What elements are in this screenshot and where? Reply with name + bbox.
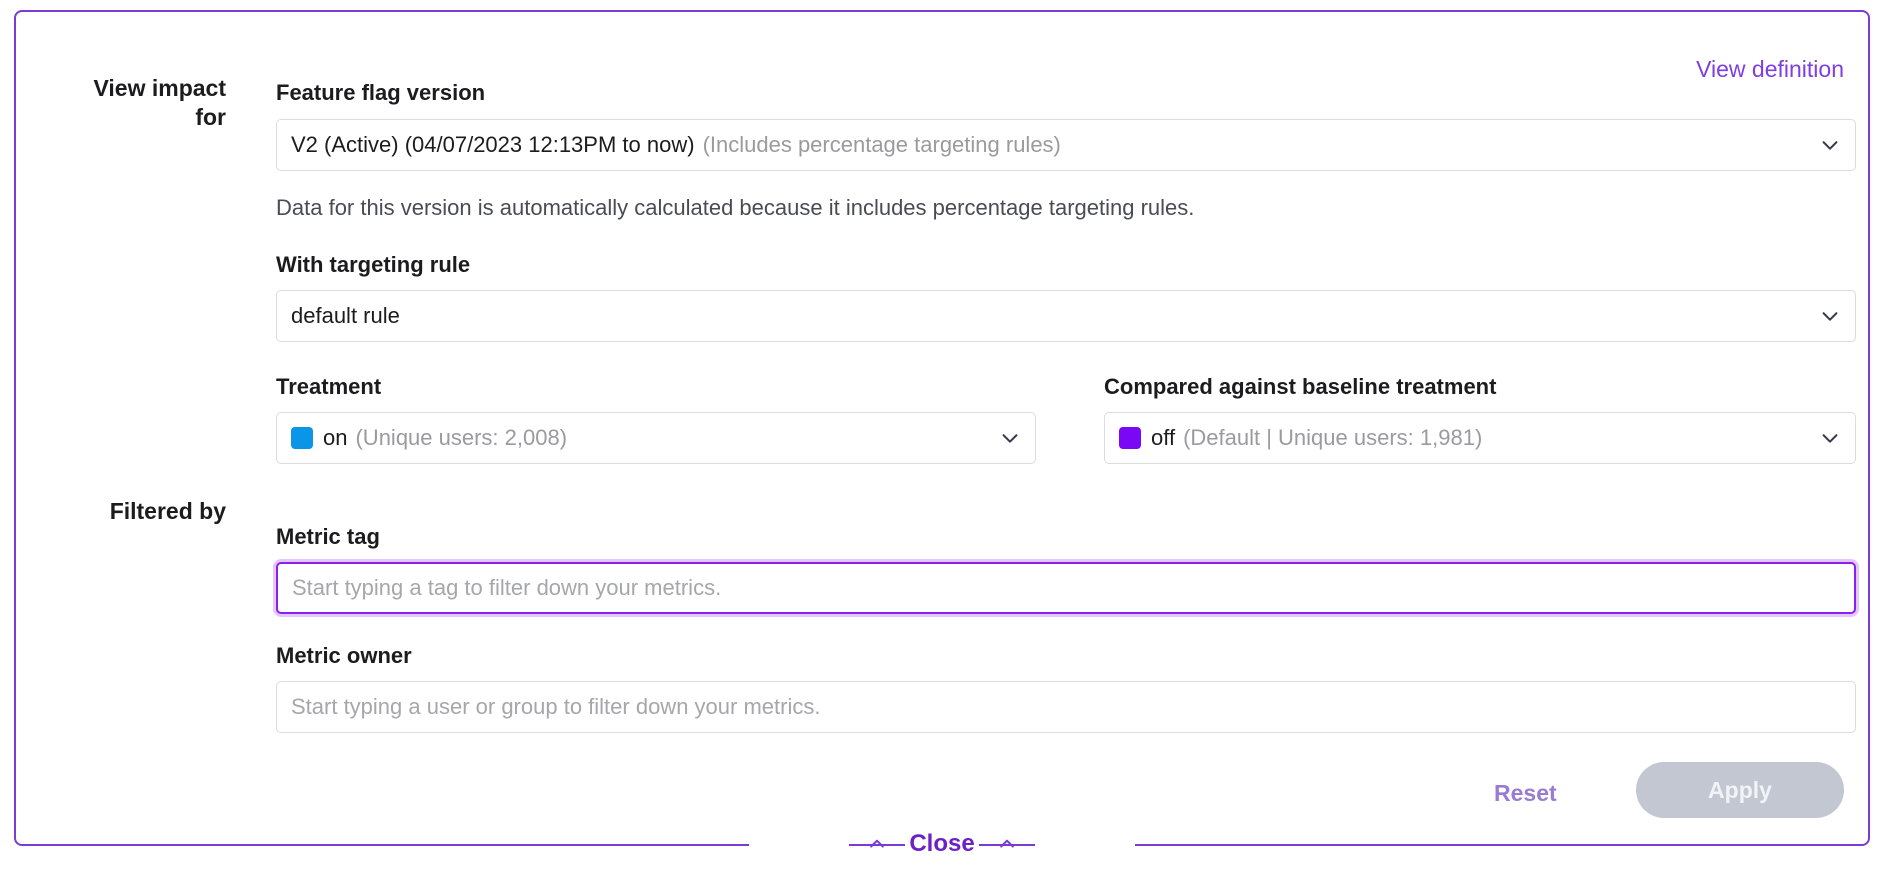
treatment-value: on [323, 425, 348, 450]
metric-tag-label: Metric tag [276, 524, 380, 549]
chevron-up-icon[interactable] [867, 834, 887, 854]
treatment-note: (Unique users: 2,008) [355, 425, 568, 450]
treatment-label: Treatment [276, 374, 382, 399]
view-impact-panel: View definition View impact for Feature … [14, 10, 1870, 862]
feature-flag-version-value: V2 (Active) (04/07/2023 12:13PM to now) [291, 132, 695, 157]
close-footer: Close [16, 826, 1868, 862]
treatment-color-swatch [291, 427, 313, 449]
targeting-rule-select[interactable]: default rule [276, 290, 1856, 342]
chevron-down-icon[interactable] [999, 427, 1021, 449]
feature-flag-version-label: Feature flag version [276, 80, 486, 105]
baseline-treatment-label: Compared against baseline treatment [1104, 374, 1497, 399]
chevron-down-icon[interactable] [1819, 134, 1841, 156]
footer-gap-right [1034, 826, 1135, 862]
feature-flag-version-select[interactable]: V2 (Active) (04/07/2023 12:13PM to now) … [276, 119, 1856, 171]
view-definition-link[interactable]: View definition [1696, 56, 1844, 82]
targeting-rule-value: default rule [291, 303, 400, 328]
chevron-down-icon[interactable] [1819, 305, 1841, 327]
reset-button[interactable]: Reset [1484, 774, 1567, 813]
baseline-treatment-note: (Default | Unique users: 1,981) [1183, 425, 1483, 450]
chevron-up-icon[interactable] [997, 834, 1017, 854]
section-label-view-impact: View impact for [93, 75, 226, 131]
metric-tag-input[interactable] [276, 562, 1856, 614]
treatment-select[interactable]: on (Unique users: 2,008) [276, 412, 1036, 464]
feature-flag-version-help-text: Data for this version is automatically c… [276, 195, 1195, 220]
metric-owner-label: Metric owner [276, 643, 412, 668]
baseline-color-swatch [1119, 427, 1141, 449]
section-label-filtered-by: Filtered by [109, 498, 226, 524]
targeting-rule-label: With targeting rule [276, 252, 471, 277]
chevron-down-icon[interactable] [1819, 427, 1841, 449]
baseline-treatment-value: off [1151, 425, 1176, 450]
feature-flag-version-note: (Includes percentage targeting rules) [702, 132, 1061, 157]
baseline-treatment-select[interactable]: off (Default | Unique users: 1,981) [1104, 412, 1856, 464]
metric-owner-input[interactable] [276, 681, 1856, 733]
apply-button[interactable]: Apply [1636, 762, 1844, 818]
close-button[interactable]: Close [905, 830, 979, 858]
footer-gap-left [749, 826, 850, 862]
